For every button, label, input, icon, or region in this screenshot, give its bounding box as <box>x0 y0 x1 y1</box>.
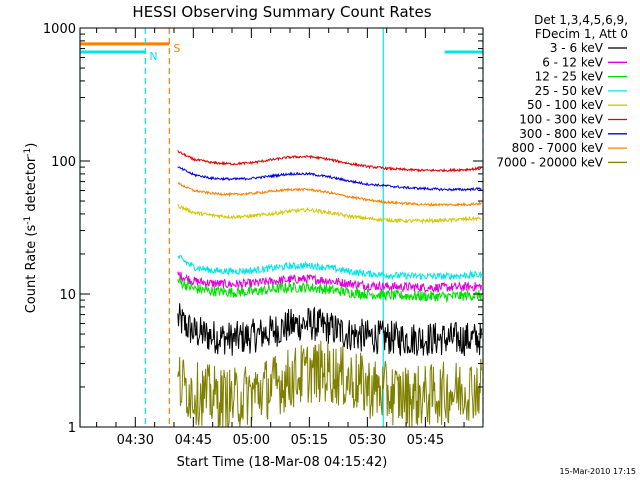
legend-entry-label: 6 - 12 keV <box>542 55 604 69</box>
x-tick-label: 05:15 <box>291 433 328 448</box>
axis-layer: 1 10 100 1000 04:30 04:45 05:00 05:15 05:30 05:45 <box>43 22 483 448</box>
y-tick-label: 10 <box>59 288 76 303</box>
legend-entry-label: 300 - 800 keV <box>519 127 603 141</box>
x-tick-label: 04:30 <box>117 433 154 448</box>
legend-header: Det 1,3,4,5,6,9, <box>534 13 628 27</box>
series-line <box>177 277 482 304</box>
x-axis-label: Start Time (18-Mar-08 04:15:42) <box>177 455 388 470</box>
y-tick-label: 1 <box>68 421 76 436</box>
legend: Det 1,3,4,5,6,9,FDecim 1, Att 03 - 6 keV… <box>496 13 628 169</box>
series-line <box>177 340 482 428</box>
legend-header: FDecim 1, Att 0 <box>535 27 628 41</box>
series-line <box>177 181 482 208</box>
x-tick-label: 05:00 <box>233 433 270 448</box>
legend-entry-label: 100 - 300 keV <box>519 113 603 127</box>
series-line <box>177 303 482 357</box>
flag-label: N <box>149 50 157 63</box>
x-tick-label: 05:45 <box>407 433 444 448</box>
flag-label: S <box>173 42 180 55</box>
vertical-marker-layer <box>79 28 484 427</box>
plot-frame <box>79 27 484 428</box>
y-tick-label: 1000 <box>43 22 76 37</box>
x-tick-label: 04:45 <box>175 433 212 448</box>
legend-entry-label: 3 - 6 keV <box>550 41 604 55</box>
legend-entry-label: 50 - 100 keV <box>527 98 604 112</box>
x-tick-label: 05:30 <box>349 433 386 448</box>
flag-layer: SN <box>80 42 483 63</box>
series-layer <box>177 150 482 428</box>
series-line <box>177 166 482 192</box>
legend-entry-label: 12 - 25 keV <box>535 70 604 84</box>
y-tick-label: 100 <box>51 155 76 170</box>
chart-title: HESSI Observing Summary Count Rates <box>132 3 431 21</box>
legend-entry-label: 25 - 50 keV <box>535 84 604 98</box>
y-axis-label: Count Rate (s-1 detector-1) <box>23 143 39 314</box>
legend-entry-label: 7000 - 20000 keV <box>496 155 603 169</box>
series-line <box>177 254 482 281</box>
series-line <box>177 204 482 225</box>
series-line <box>177 150 482 173</box>
series-line <box>177 271 482 294</box>
legend-entry-label: 800 - 7000 keV <box>512 141 604 155</box>
footer-timestamp: 15-Mar-2010 17:15 <box>560 467 637 476</box>
